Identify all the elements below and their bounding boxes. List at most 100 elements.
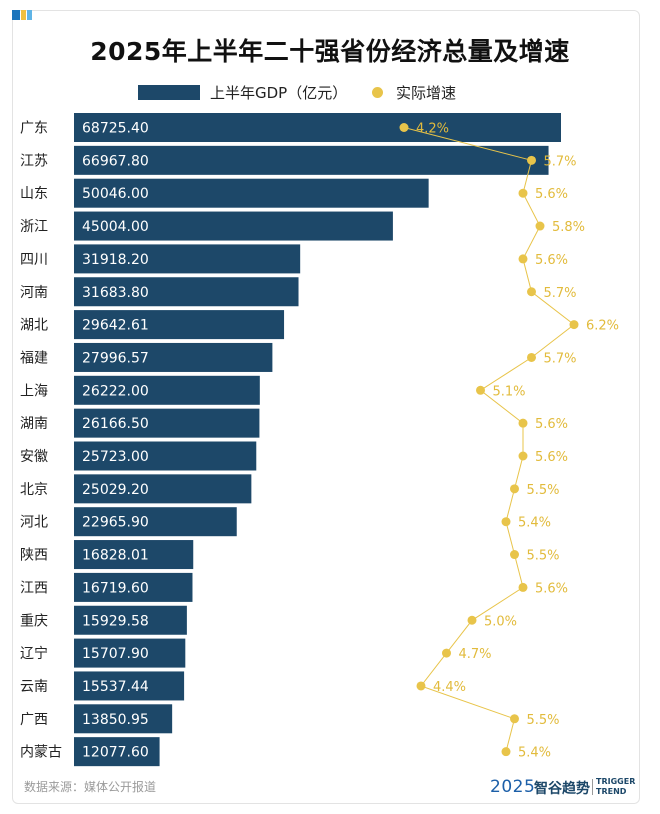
- province-label: 北京: [20, 482, 48, 498]
- gdp-value-label: 31683.80: [82, 285, 149, 301]
- gdp-value-label: 15707.90: [82, 646, 149, 662]
- gdp-value-label: 50046.00: [82, 186, 149, 202]
- gdp-bar: [74, 277, 299, 307]
- brand-en-line1: TRIGGER: [596, 777, 636, 786]
- growth-value-label: 5.6%: [535, 417, 568, 432]
- brand-year: 2025: [490, 777, 536, 797]
- growth-value-label: 5.6%: [535, 450, 568, 465]
- gdp-value-label: 16719.60: [82, 580, 149, 596]
- gdp-value-label: 22965.90: [82, 515, 149, 531]
- growth-value-label: 5.7%: [544, 351, 577, 366]
- growth-value-label: 4.2%: [416, 122, 449, 137]
- chart-title: 2025年上半年二十强省份经济总量及增速: [90, 37, 570, 66]
- gdp-bar: [74, 638, 186, 668]
- gdp-value-label: 25029.20: [82, 482, 149, 498]
- gdp-bar: [74, 441, 257, 471]
- growth-value-label: 5.7%: [544, 154, 577, 169]
- chart-legend: 上半年GDP（亿元） 实际增速: [0, 81, 660, 103]
- growth-value-label: 5.6%: [535, 253, 568, 268]
- gdp-value-label: 66967.80: [82, 153, 149, 169]
- source-note: 数据来源：媒体公开报道: [24, 780, 157, 794]
- gdp-value-label: 29642.61: [82, 318, 149, 334]
- growth-point: [518, 418, 528, 428]
- gdp-value-label: 25723.00: [82, 449, 149, 465]
- gdp-value-label: 27996.57: [82, 350, 149, 366]
- gdp-bar: [74, 572, 193, 602]
- gdp-bar: [74, 145, 549, 175]
- province-label: 辽宁: [20, 645, 48, 662]
- growth-value-label: 4.4%: [433, 680, 466, 695]
- gdp-value-label: 31918.20: [82, 252, 149, 268]
- province-label: 河南: [20, 285, 48, 301]
- growth-point: [510, 484, 519, 494]
- growth-point: [416, 681, 426, 691]
- province-label: 浙江: [20, 219, 48, 235]
- gdp-bar: [74, 737, 160, 767]
- province-label: 四川: [20, 252, 48, 268]
- growth-point: [518, 188, 528, 198]
- gdp-bar: [74, 671, 185, 701]
- gdp-bar: [74, 244, 301, 274]
- brand-name: 智谷趋势: [534, 781, 590, 797]
- gdp-value-label: 15929.58: [82, 613, 149, 629]
- gdp-bar: [74, 310, 285, 340]
- corner-color-mark: [12, 10, 32, 20]
- growth-point: [510, 550, 519, 560]
- province-label: 云南: [20, 679, 48, 695]
- province-label: 上海: [20, 383, 48, 399]
- growth-value-label: 5.6%: [535, 581, 568, 596]
- growth-point: [501, 747, 511, 757]
- growth-value-label: 5.4%: [518, 516, 551, 531]
- growth-point: [442, 648, 451, 658]
- province-label: 山东: [20, 186, 48, 202]
- growth-point: [527, 155, 536, 165]
- growth-line: [403, 127, 575, 752]
- growth-point: [476, 385, 485, 395]
- gdp-value-label: 68725.40: [82, 121, 149, 137]
- province-label: 河北: [20, 515, 48, 531]
- growth-value-label: 5.0%: [484, 614, 517, 629]
- growth-point: [399, 123, 409, 132]
- legend-dot-swatch: [372, 87, 383, 98]
- gdp-value-label: 13850.95: [82, 712, 149, 728]
- growth-point: [527, 287, 536, 297]
- growth-value-label: 5.5%: [527, 549, 560, 564]
- province-label: 内蒙古: [20, 745, 62, 761]
- brand-en-line2: TREND: [596, 787, 627, 796]
- growth-point: [467, 615, 477, 625]
- province-label: 福建: [20, 350, 48, 366]
- gdp-bar: [74, 375, 260, 405]
- province-label: 重庆: [20, 613, 48, 629]
- growth-value-label: 5.5%: [527, 483, 560, 498]
- growth-value-label: 5.6%: [535, 187, 568, 202]
- brand-separator: [592, 779, 593, 795]
- gdp-bar: [74, 507, 237, 537]
- growth-value-label: 5.1%: [493, 384, 526, 399]
- gdp-bar: [74, 704, 173, 734]
- gdp-bar: [74, 178, 429, 208]
- growth-value-label: 5.7%: [544, 286, 577, 301]
- province-label: 广东: [20, 121, 48, 137]
- gdp-bar: [74, 408, 260, 438]
- province-label: 陕西: [20, 548, 48, 564]
- legend-bar-swatch: [138, 85, 200, 100]
- growth-point: [518, 451, 528, 461]
- growth-point: [527, 352, 536, 362]
- growth-value-label: 5.5%: [527, 713, 560, 728]
- gdp-value-label: 26222.00: [82, 383, 149, 399]
- gdp-bar: [74, 605, 187, 635]
- growth-value-label: 6.2%: [586, 319, 619, 334]
- legend-bar-label: 上半年GDP（亿元）: [210, 84, 348, 102]
- growth-point: [518, 582, 528, 592]
- growth-point: [569, 320, 579, 330]
- gdp-bar: [74, 342, 273, 372]
- gdp-bar: [74, 540, 194, 570]
- growth-point: [535, 221, 545, 231]
- province-label: 安徽: [20, 449, 48, 465]
- province-label: 江苏: [20, 153, 48, 169]
- province-label: 湖北: [20, 318, 48, 334]
- growth-value-label: 5.4%: [518, 746, 551, 761]
- gdp-value-label: 15537.44: [82, 679, 149, 695]
- gdp-bar: [74, 474, 252, 504]
